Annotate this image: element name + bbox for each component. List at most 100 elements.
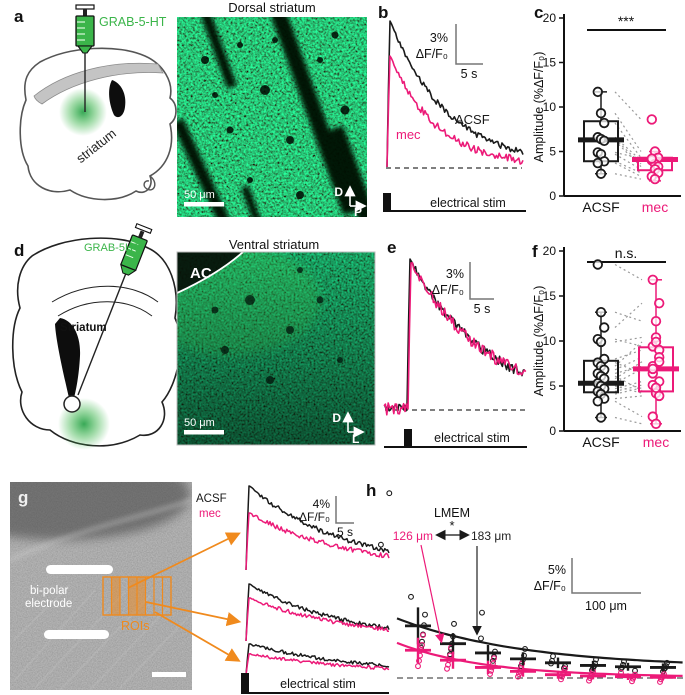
acsf-data-point <box>478 635 484 642</box>
ventricle-a <box>109 80 126 118</box>
acsf-data-point <box>664 659 670 666</box>
acsf-point <box>595 336 607 348</box>
panel-letter-a: a <box>14 7 24 26</box>
panel-g: g bi-polar electrode ROIs ACSF mec 4% ΔF… <box>10 482 390 694</box>
mec-point <box>654 390 665 402</box>
electrode-label-line2: electrode <box>25 598 72 610</box>
mec-point <box>647 363 659 375</box>
acsf-point <box>592 396 604 407</box>
dorsal-axis-d: D <box>334 185 343 199</box>
inner-arc-2-d <box>57 301 153 317</box>
mec-trace-g2 <box>245 597 389 642</box>
pair-line <box>614 122 642 159</box>
mec-data-point <box>586 677 592 684</box>
panel-d: d GRAB-5HT Striatum <box>11 222 181 450</box>
brightfield-cortex-edge <box>10 497 192 563</box>
electrode-tip-lower <box>44 630 109 639</box>
acsf-data-point <box>522 646 528 652</box>
pair-line <box>614 336 643 343</box>
pair-line <box>614 302 643 328</box>
ventral-axis-d: D <box>332 411 341 425</box>
panel-letter-g: g <box>18 488 28 507</box>
dorsal-axis-p: P <box>354 205 362 219</box>
panel-letter-b: b <box>378 3 388 22</box>
acsf-point <box>592 259 604 270</box>
mec-point <box>647 274 659 286</box>
pair-line <box>614 385 643 394</box>
y-tick-label: 5 <box>549 145 556 159</box>
acsf-data-point <box>408 593 414 600</box>
panel-letter-e: e <box>387 238 396 257</box>
syringe-barrel <box>75 15 95 47</box>
syringe-ticks <box>77 21 85 41</box>
mec-point <box>654 298 665 309</box>
ventral-scalebar-label: 50 μm <box>184 417 215 429</box>
acsf-data-point <box>422 611 428 618</box>
mec-data-point <box>657 679 663 685</box>
mec-data-point <box>618 669 624 676</box>
acsf-trace-e <box>384 258 525 412</box>
ac-region <box>177 252 243 293</box>
traces-b <box>386 20 524 168</box>
acsf-data-point <box>479 609 485 616</box>
mec-data-point <box>515 673 521 680</box>
acsf-point <box>592 86 604 98</box>
stim-label-e: electrical stim <box>434 431 510 445</box>
mec-data-point <box>558 676 564 683</box>
pair-line <box>614 140 642 168</box>
panel-letter-c: c <box>534 3 543 22</box>
stim-bar-b <box>383 193 391 210</box>
ventricle-d <box>55 318 81 398</box>
scale-dff-b: ΔF/F₀ <box>416 47 448 61</box>
scale-dff-e: ΔF/F₀ <box>432 283 464 297</box>
injection-site-circle <box>63 395 81 413</box>
ac-boundary <box>177 252 244 294</box>
y-tick-label: 15 <box>543 289 557 303</box>
dorsal-fiber-streaks <box>177 17 367 217</box>
acsf-data-point <box>490 657 496 664</box>
chart-f-points: 0 5 10 15 20 <box>543 244 679 438</box>
tau-acsf-label: 183 μm <box>471 529 511 543</box>
scalebar-e <box>469 262 494 300</box>
acsf-point <box>599 135 610 147</box>
pair-line <box>614 173 642 180</box>
scale-time-e: 5 s <box>474 302 491 316</box>
pair-line <box>614 153 642 170</box>
electrode-tip-upper <box>46 565 113 574</box>
ventral-striatum-image: Ventral striatum AC 50 μm D L <box>176 237 376 446</box>
sensor-label-d: GRAB-5HT <box>84 242 140 254</box>
scale-dff-g: ΔF/F₀ <box>299 510 330 524</box>
region-label-striatum-d: Striatum <box>60 322 107 334</box>
mec-point <box>654 356 665 367</box>
mec-data-point <box>420 632 426 639</box>
syringe-needle-d <box>77 267 129 396</box>
panel-letter-h: h <box>366 481 376 500</box>
panel-b: b 3% ΔF/F₀ 5 s ACSF mec electrical stim <box>378 3 526 212</box>
roi-dividers <box>110 577 164 615</box>
mec-trace-e <box>383 262 527 416</box>
scale-dff-h: ΔF/F₀ <box>534 579 566 593</box>
mec-trace-b <box>386 55 524 168</box>
mec-data-point <box>491 655 497 662</box>
panel-e: e 3% ΔF/F₀ 5 s electrical stim <box>383 238 528 448</box>
dorsal-dark-cells <box>201 31 350 199</box>
acsf-data-point <box>632 667 638 674</box>
sensor-label-a: GRAB-5-HT <box>99 15 167 29</box>
tau-mec-pointer <box>420 544 445 644</box>
corpus-callosum-band <box>33 62 164 105</box>
pair-line <box>614 375 643 392</box>
panel-c: c Amplitude (%ΔF/F₀) *** 0 5 10 15 20 ACSF m… <box>532 3 681 215</box>
sig-label-c: *** <box>618 13 635 29</box>
scale-pct-h: 5% <box>548 563 566 577</box>
acsf-trace-g1 <box>245 485 390 571</box>
acsf-trace-b <box>386 20 524 168</box>
syringe-icon <box>75 4 95 112</box>
scale-pct-b: 3% <box>430 31 448 45</box>
ventral-frame <box>176 251 376 446</box>
electrode-label-line1: bi-polar <box>30 585 69 597</box>
ventral-title: Ventral striatum <box>229 237 319 252</box>
ac-label: AC <box>190 265 212 282</box>
